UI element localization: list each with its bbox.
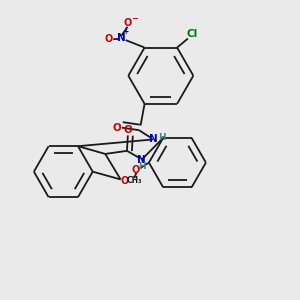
Text: O: O — [123, 18, 132, 28]
Text: Cl: Cl — [187, 28, 198, 39]
Text: N: N — [117, 33, 126, 43]
Text: O: O — [132, 165, 140, 175]
Text: −: − — [131, 14, 138, 23]
Text: H: H — [158, 134, 165, 142]
Text: CH₃: CH₃ — [126, 176, 142, 185]
Text: N: N — [137, 154, 146, 164]
Text: O: O — [120, 176, 128, 186]
Text: +: + — [123, 27, 129, 36]
Text: N: N — [148, 134, 157, 145]
Text: O: O — [104, 34, 113, 44]
Text: O: O — [124, 125, 133, 135]
Text: O: O — [113, 123, 122, 133]
Text: H: H — [138, 162, 146, 171]
